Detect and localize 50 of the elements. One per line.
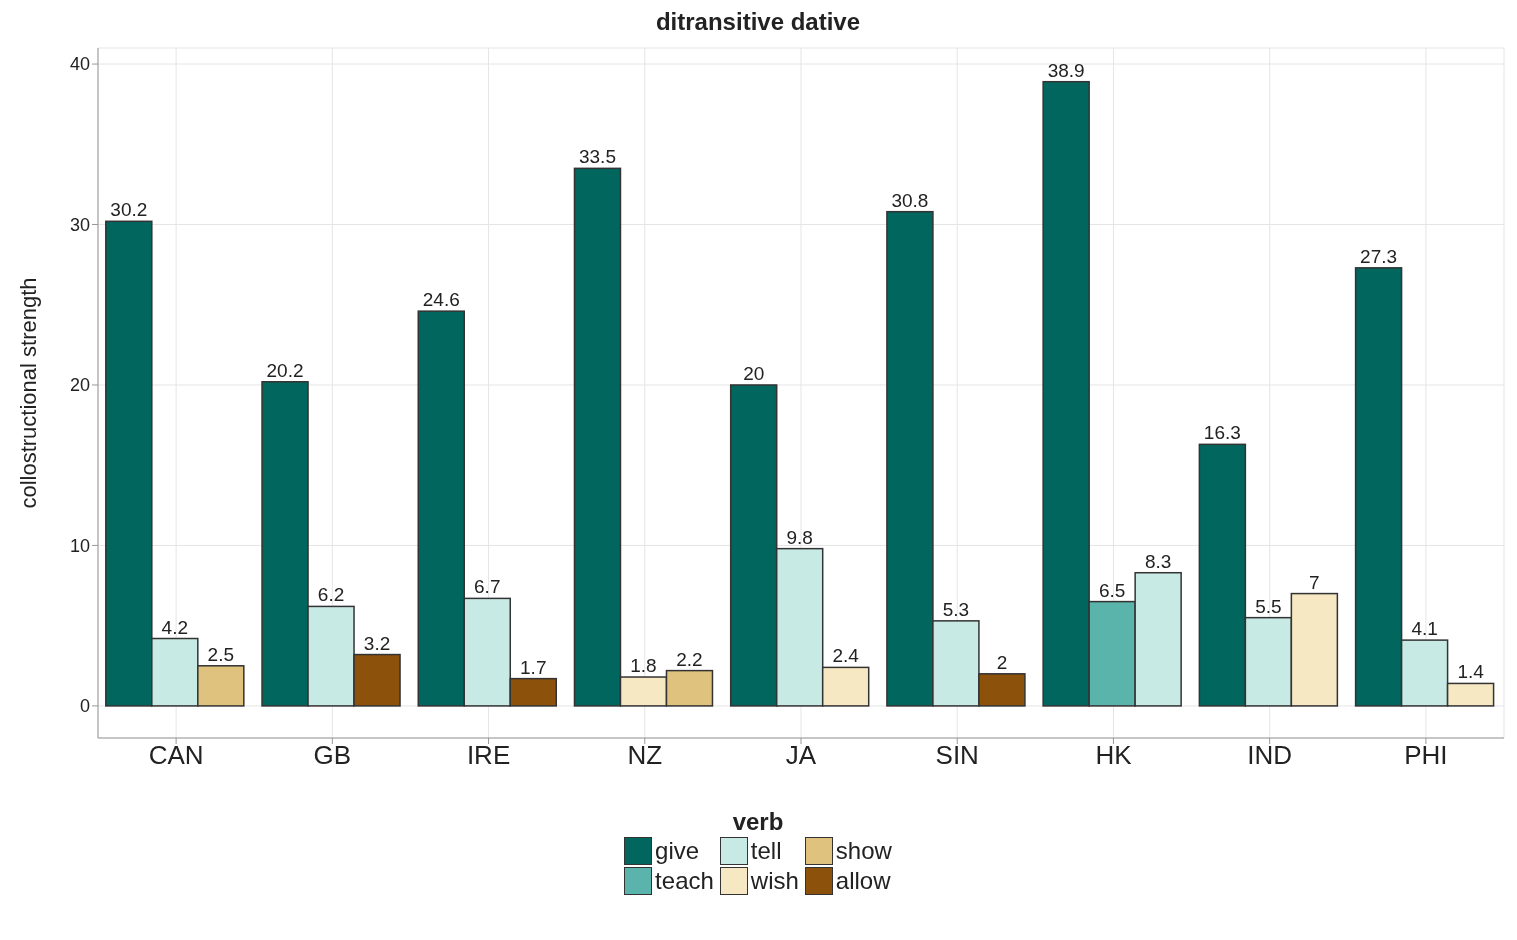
y-axis-title: collostructional strength bbox=[15, 277, 41, 509]
data-label: 16.3 bbox=[1203, 422, 1241, 444]
data-label: 27.3 bbox=[1360, 245, 1398, 267]
data-label: 9.8 bbox=[786, 526, 813, 548]
legend-label: give bbox=[655, 837, 700, 865]
x-tick-label: SIN bbox=[935, 740, 979, 771]
data-label: 2 bbox=[996, 651, 1008, 673]
data-label: 5.3 bbox=[942, 598, 970, 620]
y-tick-label: 30 bbox=[69, 214, 90, 235]
y-tick-label: 20 bbox=[69, 375, 90, 396]
y-tick-label: 40 bbox=[69, 54, 90, 75]
x-tick-label: NZ bbox=[627, 740, 663, 771]
data-label: 2.4 bbox=[832, 645, 860, 667]
data-label: 1.7 bbox=[520, 656, 547, 678]
data-label: 4.1 bbox=[1411, 618, 1438, 640]
x-tick-label: HK bbox=[1095, 740, 1133, 771]
y-tick-label: 0 bbox=[79, 696, 90, 717]
data-label: 24.6 bbox=[422, 289, 460, 311]
data-label: 8.3 bbox=[1144, 550, 1172, 572]
data-label: 6.2 bbox=[317, 584, 345, 606]
data-label: 30.8 bbox=[891, 189, 929, 211]
x-tick-label: GB bbox=[313, 740, 352, 771]
legend-label: wish bbox=[750, 867, 799, 895]
legend-label: tell bbox=[750, 837, 782, 865]
data-label: 20 bbox=[743, 362, 765, 384]
data-label: 1.8 bbox=[630, 655, 657, 677]
data-label: 6.7 bbox=[474, 576, 501, 598]
x-tick-label: IRE bbox=[466, 740, 511, 771]
data-label: 33.5 bbox=[578, 146, 616, 168]
data-label: 1.4 bbox=[1457, 661, 1485, 683]
y-tick-label: 10 bbox=[69, 535, 90, 556]
data-label: 20.2 bbox=[266, 359, 304, 381]
legend-label: teach bbox=[655, 867, 714, 895]
data-label: 38.9 bbox=[1047, 59, 1085, 81]
data-label: 5.5 bbox=[1255, 595, 1282, 617]
data-label: 3.2 bbox=[363, 632, 391, 654]
data-label: 4.2 bbox=[161, 616, 189, 638]
data-label: 2.2 bbox=[676, 648, 703, 670]
legend-label: show bbox=[835, 837, 892, 865]
data-label: 2.5 bbox=[207, 643, 235, 665]
legend-title: verb bbox=[732, 808, 784, 836]
legend-label: allow bbox=[835, 867, 891, 895]
x-tick-label: CAN bbox=[148, 740, 204, 771]
data-label: 30.2 bbox=[110, 199, 148, 221]
chart-title: ditransitive dative bbox=[654, 8, 862, 37]
data-label: 7 bbox=[1309, 571, 1320, 593]
x-tick-label: IND bbox=[1247, 740, 1293, 771]
x-tick-label: PHI bbox=[1404, 740, 1448, 771]
data-label: 6.5 bbox=[1098, 579, 1126, 601]
x-tick-label: JA bbox=[785, 740, 817, 771]
